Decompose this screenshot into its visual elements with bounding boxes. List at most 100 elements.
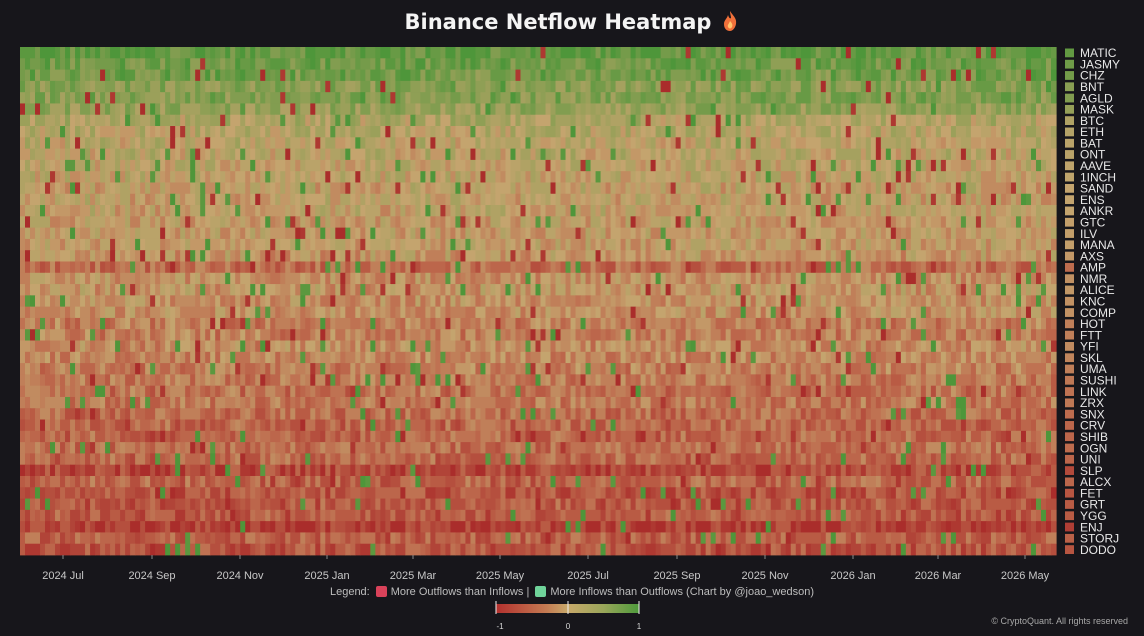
heatmap-cell [90, 340, 96, 353]
heatmap-cell [150, 351, 156, 364]
heatmap-cell [510, 159, 522, 172]
heatmap-cell [1051, 159, 1057, 172]
heatmap-cell [950, 137, 957, 149]
heatmap-cell [940, 272, 947, 285]
heatmap-cell [980, 317, 987, 330]
heatmap-cell [195, 92, 201, 104]
heatmap-cell [75, 159, 86, 172]
heatmap-cell [120, 272, 136, 285]
heatmap-cell [955, 272, 962, 285]
heatmap-cell [1000, 126, 1007, 138]
heatmap-cell [560, 351, 567, 364]
heatmap-cell [630, 58, 637, 70]
heatmap-cell [20, 159, 26, 172]
heatmap-cell [670, 272, 677, 285]
heatmap-cell [45, 193, 51, 206]
heatmap-cell [785, 126, 792, 138]
heatmap-cell [500, 137, 507, 149]
heatmap-cell [500, 351, 507, 364]
heatmap-cell [700, 126, 707, 138]
heatmap-cell [870, 182, 877, 195]
heatmap-cell [745, 159, 757, 172]
heatmap-cell [970, 306, 977, 319]
heatmap-cell [380, 284, 386, 296]
heatmap-cell [330, 227, 336, 240]
heatmap-cell [520, 114, 527, 127]
heatmap-cell [740, 69, 752, 82]
heatmap-cell [420, 295, 426, 308]
heatmap-cell [905, 272, 917, 285]
heatmap-cell [500, 306, 507, 319]
heatmap-cell [970, 284, 977, 296]
heatmap-cell [75, 272, 81, 285]
heatmap-cell [945, 193, 952, 206]
heatmap-cell [795, 216, 802, 229]
heatmap-cell [35, 329, 41, 341]
heatmap-cell [615, 193, 622, 206]
heatmap-cell [1045, 47, 1052, 59]
heatmap-cell [855, 329, 862, 341]
heatmap-cell [245, 69, 256, 82]
heatmap-cell [525, 329, 532, 341]
heatmap-cell [985, 317, 992, 330]
heatmap-cell [35, 295, 41, 308]
heatmap-cell [565, 250, 572, 262]
heatmap-cell [285, 340, 291, 353]
heatmap-cell [890, 47, 902, 59]
heatmap-cell [890, 250, 897, 262]
heatmap-cell [430, 80, 436, 93]
heatmap-cell [1040, 171, 1047, 183]
heatmap-cell [70, 340, 76, 353]
heatmap-cell [395, 261, 401, 274]
heatmap-cell [95, 340, 106, 353]
heatmap-cell [415, 126, 426, 138]
heatmap-row-skl [20, 351, 1057, 364]
heatmap-cell [940, 340, 947, 353]
heatmap-cell [125, 47, 131, 59]
heatmap-cell [670, 193, 682, 206]
heatmap-cell [140, 272, 151, 285]
heatmap-cell [60, 306, 66, 319]
heatmap-cell [185, 171, 191, 183]
heatmap-cell [495, 137, 502, 149]
heatmap-cell [815, 148, 822, 161]
heatmap-cell [200, 114, 211, 127]
heatmap-cell [115, 137, 121, 149]
heatmap-cell [100, 137, 106, 149]
heatmap-cell [815, 227, 822, 240]
heatmap-cell [960, 351, 967, 364]
heatmap-cell [455, 114, 462, 127]
heatmap-cell [630, 216, 637, 229]
heatmap-cell [920, 80, 927, 93]
heatmap-cell [450, 351, 462, 364]
heatmap-cell [135, 47, 141, 59]
heatmap-cell [435, 58, 441, 70]
heatmap-cell [100, 284, 106, 296]
heatmap-cell [290, 159, 296, 172]
heatmap-cell [435, 182, 441, 195]
heatmap-cell [930, 114, 937, 127]
heatmap-cell [745, 227, 752, 240]
heatmap-cell [730, 238, 737, 251]
heatmap-cell [730, 272, 737, 285]
heatmap-cell [695, 329, 702, 341]
heatmap-cell [25, 351, 31, 364]
heatmap-cell [745, 126, 752, 138]
heatmap-cell [285, 216, 291, 229]
heatmap-cell [635, 114, 642, 127]
heatmap-cell [375, 351, 381, 364]
heatmap-cell [920, 171, 927, 183]
heatmap-cell [1040, 317, 1047, 330]
heatmap-cell [780, 80, 792, 93]
heatmap-cell [895, 92, 902, 104]
heatmap-cell [525, 171, 532, 183]
heatmap-cell [785, 47, 792, 59]
heatmap-cell [455, 103, 462, 116]
heatmap-cell [210, 58, 216, 70]
heatmap-cell [870, 216, 877, 229]
heatmap-cell [190, 205, 201, 217]
heatmap-cell [715, 182, 722, 195]
heatmap-cell [1051, 137, 1057, 149]
heatmap-cell [355, 103, 361, 116]
heatmap-cell [565, 159, 572, 172]
